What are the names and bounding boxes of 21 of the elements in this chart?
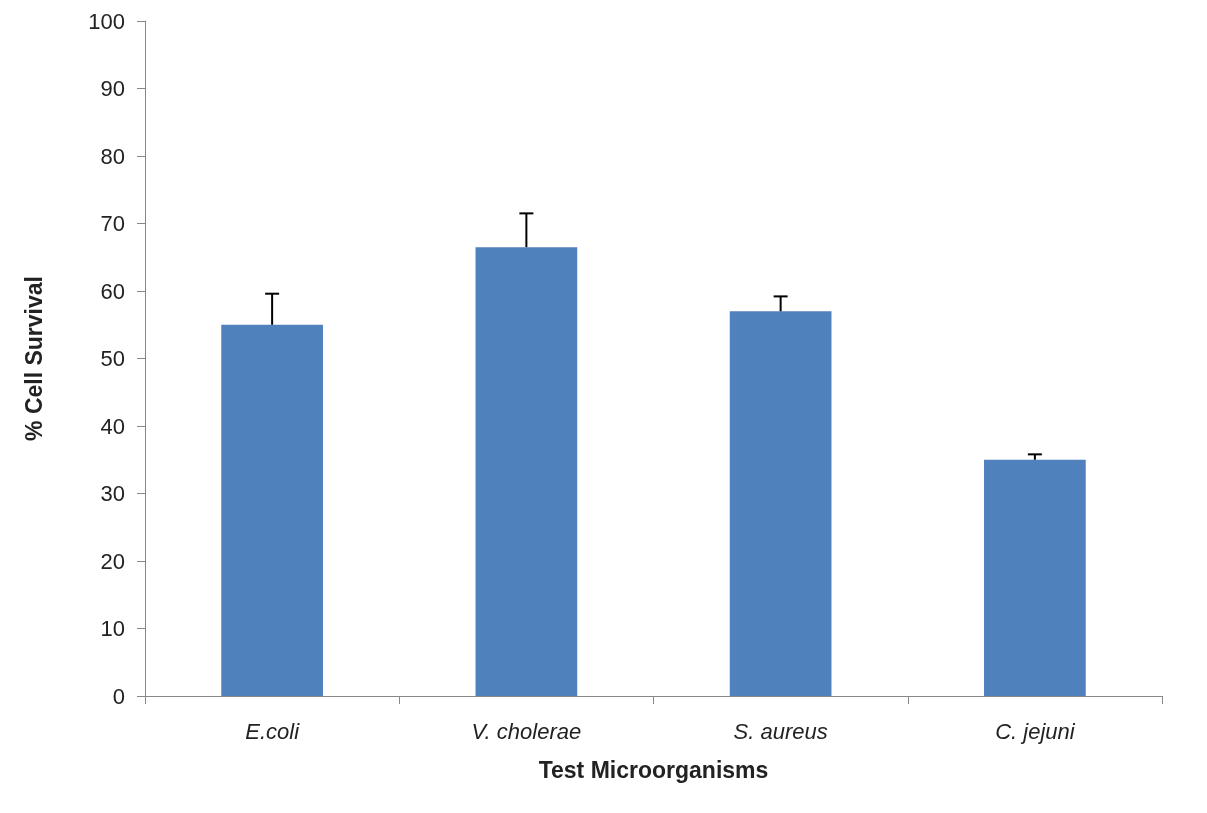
y-tick-label: 100	[88, 8, 125, 34]
y-axis-title: % Cell Survival	[20, 276, 47, 441]
x-tick-label: E.coli	[245, 718, 301, 744]
bar	[475, 247, 578, 696]
x-tick-label: V. cholerae	[471, 718, 582, 744]
y-tick-label: 30	[100, 481, 125, 506]
bar	[729, 311, 832, 696]
bar	[221, 324, 323, 696]
y-tick-label: 50	[100, 346, 125, 371]
y-tick-label: 0	[112, 683, 125, 709]
y-tick-label: 80	[100, 143, 125, 169]
bar	[984, 459, 1086, 696]
x-axis-title: Test Microorganisms	[538, 756, 769, 783]
x-tick-label: C. jejuni	[995, 718, 1076, 744]
y-tick-label: 70	[100, 211, 125, 236]
y-tick-label: 60	[100, 278, 125, 304]
y-tick-label: 20	[100, 548, 125, 574]
x-tick-label: S. aureus	[733, 718, 828, 744]
y-tick-label: 90	[100, 76, 125, 101]
y-tick-label: 10	[100, 616, 125, 641]
y-tick-label: 40	[100, 413, 125, 439]
